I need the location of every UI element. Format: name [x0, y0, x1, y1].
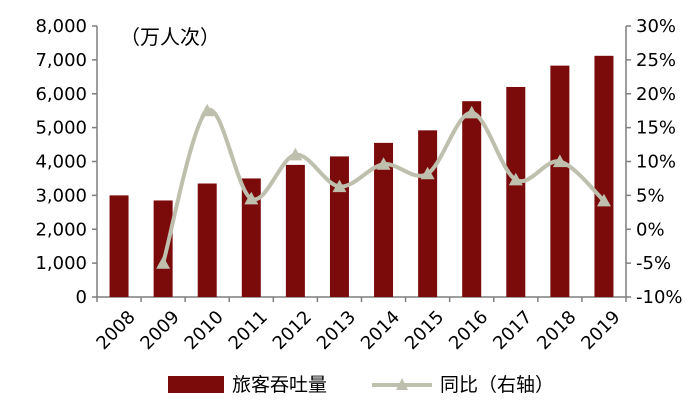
line-point	[596, 193, 611, 207]
x-tick-label: 2019	[577, 307, 624, 354]
y-right-tick-label: 5%	[636, 185, 665, 206]
y-right-tick-label: 0%	[636, 219, 665, 240]
y-left-tick-labels: 0 1,000 2,000 3,000 4,000 5,000 6,000 7,000 8,00…	[35, 16, 87, 308]
legend-swatch-bar	[168, 376, 224, 393]
line-point	[156, 256, 171, 269]
y-left-tick-label: 7,000	[35, 50, 87, 71]
x-tick-label: 2016	[445, 307, 492, 354]
line-point	[464, 105, 479, 119]
x-tick-label: 2018	[533, 307, 580, 354]
x-tick-label: 2015	[401, 307, 448, 354]
y-left-tick-label: 6,000	[35, 84, 87, 105]
bar	[550, 65, 570, 297]
unit-label: （万人次）	[120, 25, 220, 49]
x-tick-label: 2010	[181, 307, 228, 354]
axes	[92, 25, 631, 302]
bar	[109, 195, 129, 297]
bar	[374, 142, 394, 297]
y-left-tick-label: 3,000	[35, 185, 87, 206]
line-point	[552, 154, 567, 168]
y-right-tick-label: 25%	[636, 50, 676, 71]
line-point	[244, 191, 259, 205]
y-right-tick-label: 15%	[636, 118, 676, 139]
y-left-tick-label: 5,000	[35, 118, 87, 139]
y-right-tick-label: -5%	[636, 253, 671, 274]
y-left-tick-label: 4,000	[35, 152, 87, 173]
x-tick-label: 2011	[225, 307, 272, 354]
line-point	[376, 157, 391, 170]
line-point	[332, 179, 347, 193]
legend-label-line: 同比（右轴）	[440, 374, 554, 396]
y-right-tick-labels: -10% -5% 0% 5% 10% 15% 20% 25% 30%	[636, 16, 683, 308]
bar	[153, 200, 173, 297]
line-series	[156, 103, 611, 269]
bar	[329, 156, 349, 297]
x-tick-label: 2008	[92, 307, 139, 354]
y-left-tick-label: 1,000	[35, 253, 87, 274]
line-point	[420, 166, 435, 180]
y-left-tick-label: 0	[76, 287, 87, 308]
x-tick-label: 2012	[269, 307, 316, 354]
x-tick-label: 2009	[136, 307, 183, 354]
line-point	[508, 172, 523, 186]
y-right-tick-label: 20%	[636, 84, 676, 105]
bar	[506, 86, 526, 297]
y-left-tick-label: 8,000	[35, 16, 87, 37]
bar	[418, 130, 438, 297]
y-right-tick-label: -10%	[636, 287, 683, 308]
bar	[462, 101, 482, 297]
y-left-tick-label: 2,000	[35, 219, 87, 240]
bar	[285, 164, 305, 297]
x-tick-label: 2013	[313, 307, 360, 354]
x-tick-label: 2014	[357, 307, 404, 354]
line-point	[200, 103, 215, 117]
y-right-tick-label: 10%	[636, 152, 676, 173]
legend-label-bar: 旅客吞吐量	[232, 374, 327, 396]
bar	[197, 183, 217, 297]
bar-series	[109, 55, 614, 298]
bar	[594, 55, 614, 298]
x-tick-labels: 2008200920102011201220132014201520162017…	[92, 307, 624, 354]
x-tick-label: 2017	[489, 307, 536, 354]
line-point	[288, 147, 303, 161]
legend: 旅客吞吐量 同比（右轴）	[168, 374, 554, 396]
legend-marker-triangle	[396, 378, 408, 390]
bar	[241, 178, 261, 297]
y-right-tick-label: 30%	[636, 16, 676, 37]
